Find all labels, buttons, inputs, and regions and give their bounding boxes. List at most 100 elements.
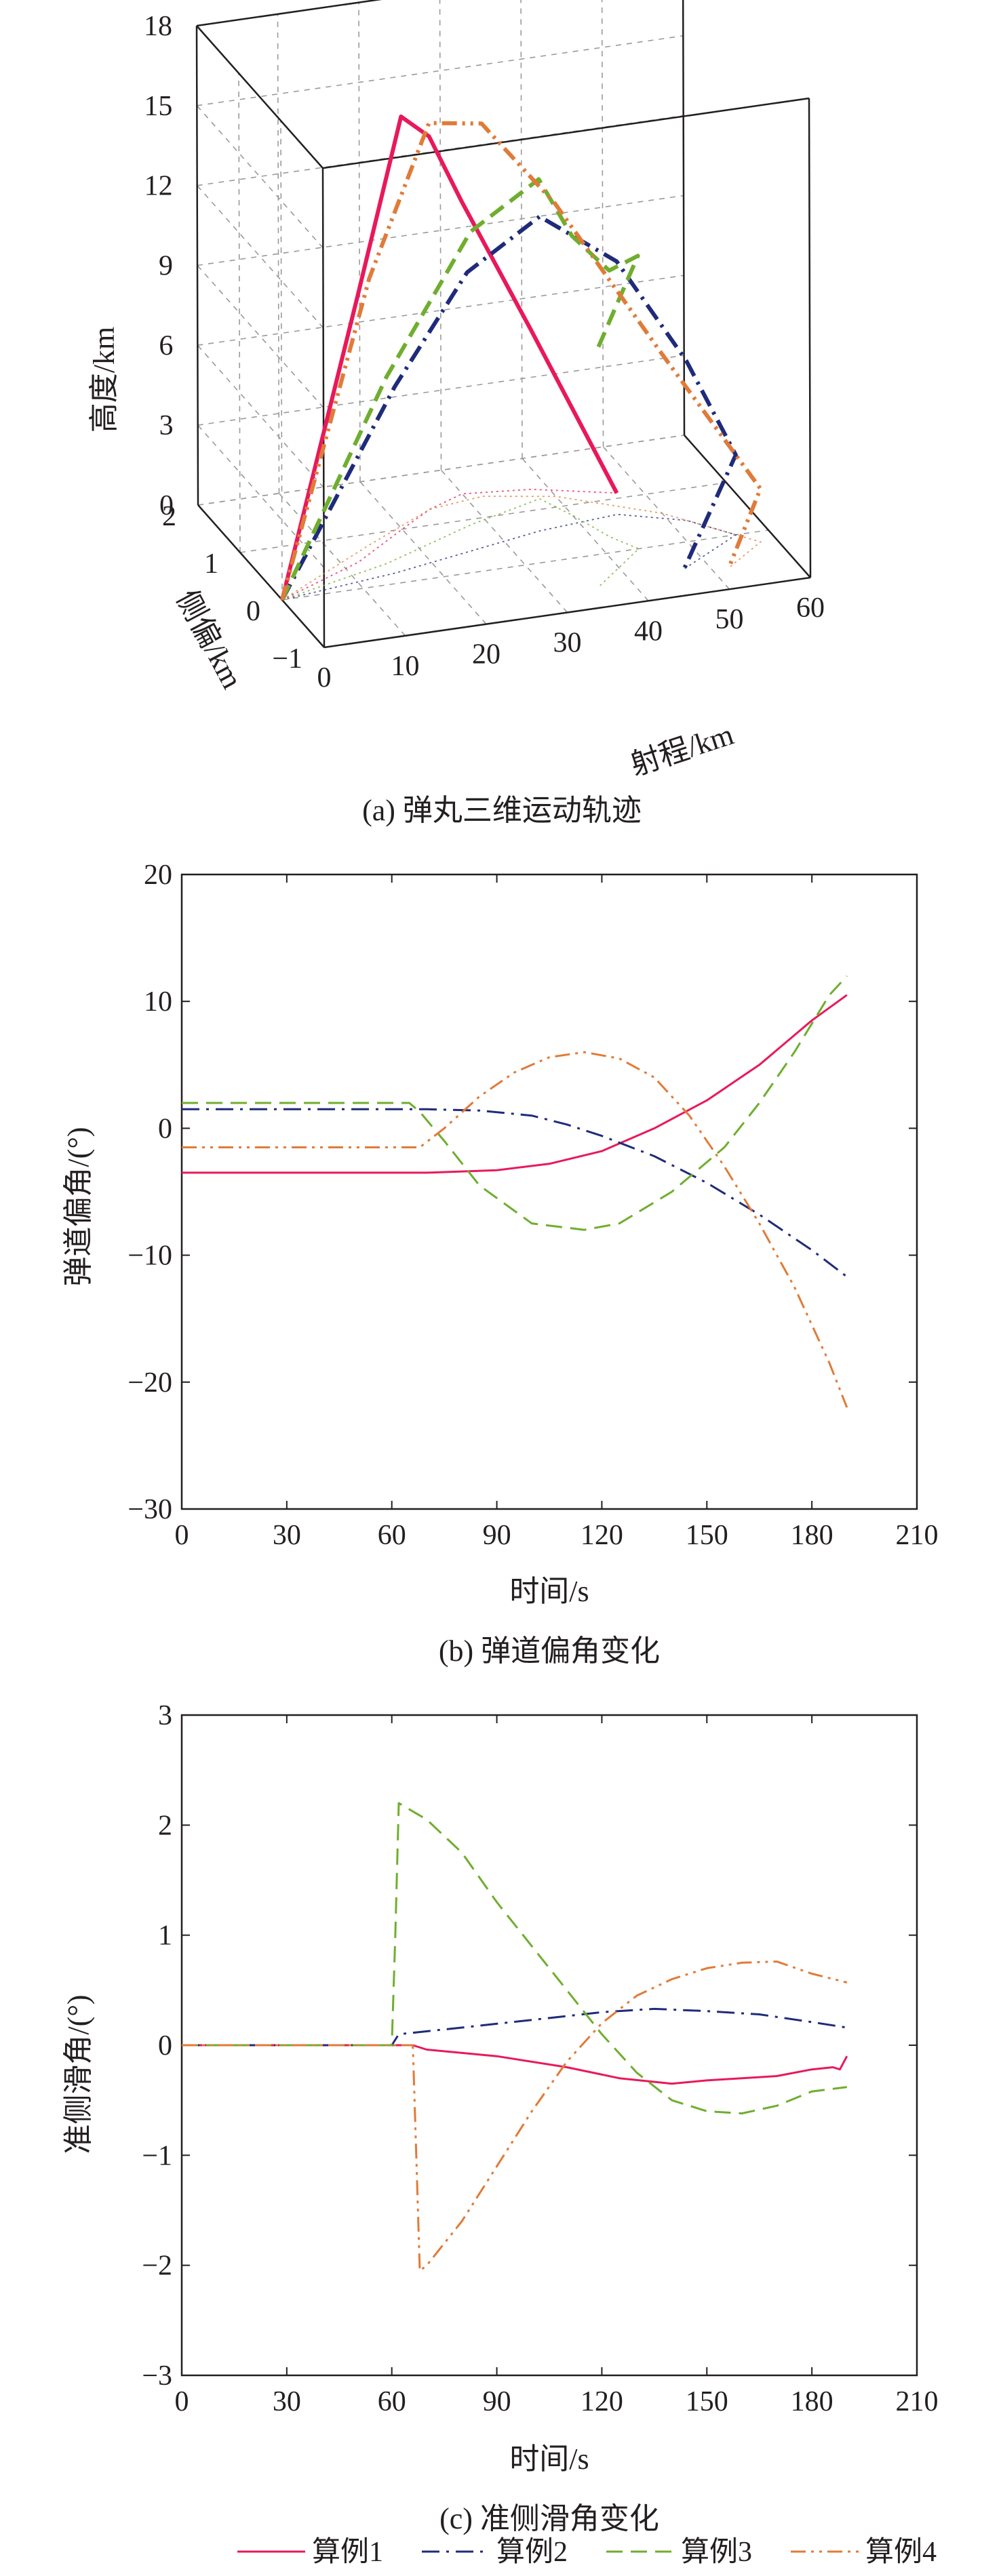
panel-c-y-tick-label: −1 (142, 2140, 172, 2171)
grid-line (522, 458, 649, 601)
3d-x-tick-label: 0 (317, 662, 332, 693)
panel-b-series-4 (182, 1051, 848, 1408)
panel-c-series-1 (182, 2044, 848, 2085)
panel-b-y-tick-label: 0 (158, 1113, 172, 1144)
panel-b-x-tick-label: 30 (273, 1520, 301, 1551)
3d-z-tick-label: 12 (144, 171, 173, 202)
3d-x-tick-label: 30 (553, 628, 582, 659)
panel-c-x-tick-label: 90 (483, 2386, 511, 2417)
3d-series-4-shadow (281, 496, 762, 601)
panel-a-caption: (a) 弹丸三维运动轨迹 (362, 794, 642, 827)
3d-series-2 (280, 214, 738, 601)
frame-edge (808, 98, 812, 578)
3d-series-1 (280, 114, 619, 601)
3d-z-tick-label: 9 (159, 251, 173, 282)
panel-c-series-4 (182, 1960, 848, 2272)
3d-z-tick-label: 15 (144, 91, 172, 122)
3d-z-tick-label: 18 (144, 11, 172, 42)
legend: 算例1 算例2 算例3 算例4 (237, 2537, 937, 2568)
legend-label-1: 算例1 (312, 2537, 383, 2568)
panel-b-axes (180, 873, 918, 1510)
panel-c-y-axis-label: 准侧滑角/(°) (62, 1994, 95, 2154)
panel-c-series (182, 1802, 848, 2272)
panel-c-y-tick-label: 2 (158, 1810, 172, 1841)
frame-edge (196, 0, 382, 27)
panel-b-series-1 (182, 994, 848, 1174)
panel-c-x-tick-label: 210 (896, 2386, 939, 2417)
panel-c-x-tick-label: 0 (175, 2386, 189, 2417)
panel-b-y-axis-label: 弹道偏角/(°) (62, 1127, 95, 1286)
frame-edge (196, 25, 323, 169)
3d-series-1-shadow (281, 488, 617, 601)
panel-b-tick-labels: 0 30 60 90 120 150 180 210 −30 −20 −10 0 10 20 (127, 860, 938, 1551)
y-axis-line (197, 504, 325, 648)
panel-b-y-tick-label: −10 (127, 1241, 172, 1272)
panel-b-series-3 (182, 975, 848, 1231)
panel-c-y-tick-label: 1 (158, 1920, 172, 1952)
grid-line (277, 14, 280, 494)
3d-axes-frame (195, 0, 812, 649)
3d-y-axis-label: 侧偏/km (170, 585, 249, 694)
grid-line (197, 185, 324, 329)
grid-line (601, 0, 604, 447)
grid-line (197, 424, 325, 568)
panel-c-series-3 (182, 1802, 847, 2115)
panel-c-y-tick-label: −3 (142, 2360, 172, 2392)
3d-series-2-shadow (281, 513, 738, 601)
3d-z-tick-label: 6 (159, 330, 173, 361)
frame-edge (684, 435, 811, 578)
panel-c-x-tick-label: 30 (273, 2386, 301, 2417)
panel-b-x-axis-label: 时间/s (509, 1575, 589, 1608)
panel-b-x-tick-label: 0 (175, 1520, 189, 1551)
3d-series (280, 114, 763, 601)
panel-c-series-2 (182, 2007, 848, 2047)
panel-c-y-tick-label: 3 (158, 1700, 172, 1731)
frame-edge (321, 167, 326, 648)
panel-b-y-tick-label: 20 (144, 860, 172, 891)
3d-x-tick-label: 60 (796, 592, 825, 624)
panel-c-tick-labels: 0 30 60 90 120 150 180 210 −3 −2 −1 0 1 2 3 (142, 1700, 938, 2417)
panel-c-x-tick-label: 180 (791, 2386, 833, 2417)
panel-b-x-tick-label: 150 (686, 1520, 728, 1551)
panel-c-caption: (c) 准侧滑角变化 (439, 2502, 659, 2535)
panel-b-x-tick-label: 60 (378, 1520, 406, 1551)
3d-y-tick-label: 1 (204, 548, 218, 580)
panel-b-series-2 (182, 1108, 848, 1278)
3d-z-tick-label: 0 (159, 490, 174, 521)
grid-line (197, 264, 324, 409)
legend-label-3: 算例3 (681, 2537, 752, 2568)
grid-line (196, 105, 323, 249)
x-axis-line (323, 576, 811, 649)
grid-line (238, 73, 241, 553)
frame-edge (322, 97, 810, 169)
3d-z-axis-label: 高度/km (87, 327, 121, 432)
panel-b-caption: (b) 弹道偏角变化 (439, 1634, 660, 1668)
3d-x-axis-label: 射程/km (627, 718, 738, 782)
panel-b-x-tick-label: 180 (791, 1520, 833, 1551)
legend-label-2: 算例2 (496, 2537, 568, 2568)
grid-line (197, 344, 324, 488)
grid-line (602, 446, 730, 590)
panel-b-x-tick-label: 120 (581, 1520, 623, 1551)
panel-b-series (182, 975, 848, 1408)
panel-b-y-tick-label: −20 (127, 1367, 172, 1398)
z-axis-line (195, 25, 199, 506)
3d-series-3-shadow (281, 498, 640, 601)
frame-edge (682, 0, 686, 436)
panel-c-y-tick-label: −2 (142, 2251, 172, 2282)
3d-x-tick-label: 10 (391, 651, 420, 682)
grid-line (280, 120, 283, 601)
grid-line (359, 481, 487, 625)
panel-c-y-tick-label: 0 (158, 2030, 172, 2061)
panel-c-x-tick-label: 120 (581, 2386, 623, 2417)
legend-label-4: 算例4 (865, 2537, 937, 2568)
panel-c-x-tick-label: 60 (378, 2386, 406, 2417)
3d-series-4 (280, 121, 763, 601)
grid-line (281, 529, 769, 601)
3d-y-tick-label: 2 (162, 501, 176, 532)
grid-line (439, 0, 442, 470)
3d-series-3 (280, 177, 640, 601)
